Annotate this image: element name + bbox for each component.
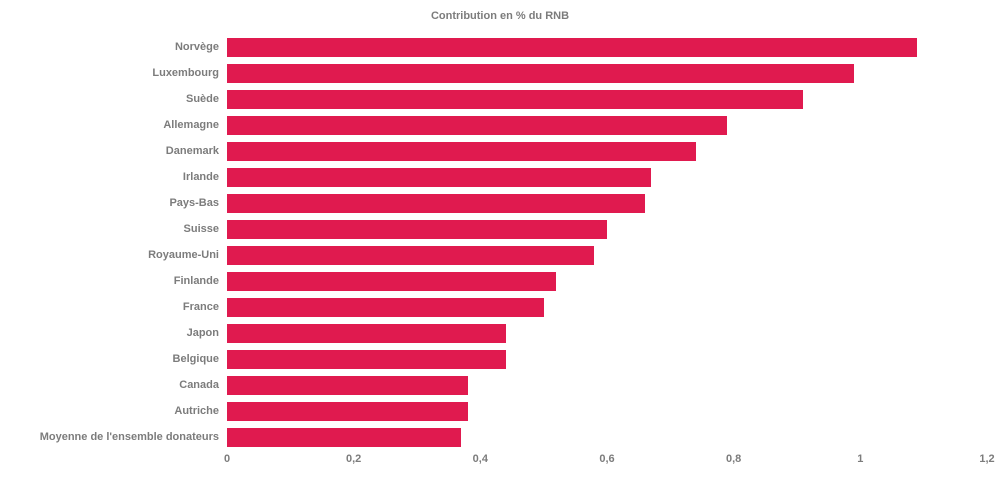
- chart-row: Pays-Bas: [0, 190, 1000, 216]
- chart-row: Danemark: [0, 138, 1000, 164]
- category-label: Irlande: [182, 171, 219, 183]
- bar: [227, 141, 696, 161]
- bar: [227, 115, 727, 135]
- category-label: Finlande: [173, 275, 219, 287]
- chart-plot-area: Norvège Luxembourg Suède Allemagne Danemark I…: [0, 34, 1000, 450]
- category-label: Luxembourg: [152, 67, 219, 79]
- chart-title: Contribution en % du RNB: [430, 10, 570, 22]
- bar: [227, 219, 607, 239]
- chart-row: Norvège: [0, 34, 1000, 60]
- category-label: Autriche: [174, 405, 219, 417]
- bar: [227, 375, 468, 395]
- category-label: Moyenne de l'ensemble donateurs: [39, 431, 219, 443]
- bar: [227, 401, 468, 421]
- x-tick-label: 0,8: [726, 453, 742, 465]
- chart-row: Irlande: [0, 164, 1000, 190]
- chart-row: Finlande: [0, 268, 1000, 294]
- category-label: Allemagne: [163, 119, 219, 131]
- bar: [227, 427, 461, 447]
- bar: [227, 271, 556, 291]
- bar: [227, 349, 506, 369]
- category-label: Japon: [186, 327, 219, 339]
- bar: [227, 37, 917, 57]
- x-tick-label: 0,6: [599, 453, 615, 465]
- category-label: France: [182, 301, 219, 313]
- chart-row: Luxembourg: [0, 60, 1000, 86]
- category-label: Suède: [185, 93, 219, 105]
- category-label: Danemark: [165, 145, 219, 157]
- category-label: Suisse: [183, 223, 219, 235]
- category-label: Norvège: [174, 41, 219, 53]
- x-tick-label: 1,2: [979, 453, 995, 465]
- category-label: Pays-Bas: [169, 197, 219, 209]
- bar: [227, 63, 854, 83]
- chart-row: Japon: [0, 320, 1000, 346]
- chart-row: Allemagne: [0, 112, 1000, 138]
- bar: [227, 245, 594, 265]
- x-tick-label: 0,2: [346, 453, 362, 465]
- bar: [227, 89, 803, 109]
- x-tick-label: 0: [223, 453, 231, 465]
- bar: [227, 323, 506, 343]
- chart-row: Belgique: [0, 346, 1000, 372]
- x-tick-label: 0,4: [472, 453, 488, 465]
- x-tick-label: 1: [857, 453, 864, 465]
- chart-row: Suède: [0, 86, 1000, 112]
- chart-row: Suisse: [0, 216, 1000, 242]
- category-label: Belgique: [172, 353, 219, 365]
- x-axis: 0 0,2 0,4 0,6 0,8 1 1,2: [0, 453, 1000, 471]
- bar: [227, 193, 645, 213]
- chart-row: Autriche: [0, 398, 1000, 424]
- chart-row: Canada: [0, 372, 1000, 398]
- category-label: Canada: [179, 379, 219, 391]
- bar: [227, 297, 544, 317]
- chart-row: France: [0, 294, 1000, 320]
- category-label: Royaume-Uni: [148, 249, 219, 261]
- chart-row: Moyenne de l'ensemble donateurs: [0, 424, 1000, 450]
- bar: [227, 167, 651, 187]
- chart-row: Royaume-Uni: [0, 242, 1000, 268]
